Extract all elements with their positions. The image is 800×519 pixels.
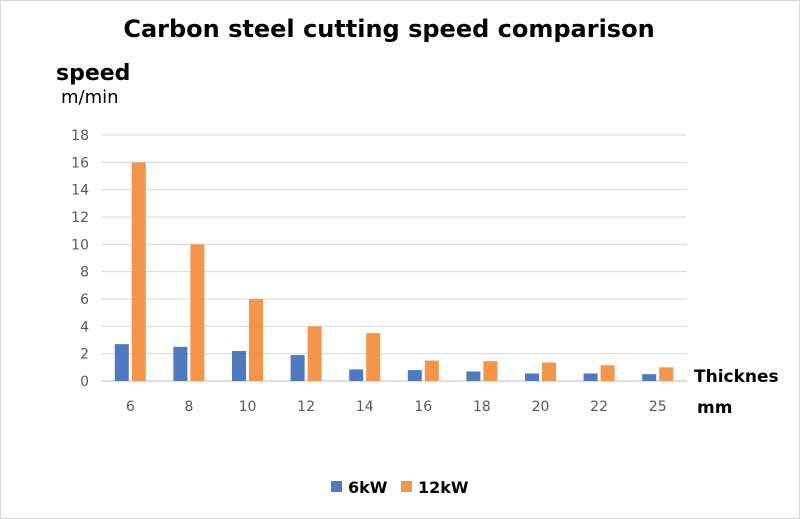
bar-6kW-18 — [466, 371, 481, 381]
y-tick-label: 6 — [80, 292, 89, 308]
y-tick-label: 8 — [80, 265, 89, 281]
x-tick-label: 22 — [590, 399, 608, 415]
bar-12kW-16 — [424, 360, 439, 381]
bar-12kW-20 — [542, 362, 556, 381]
y-tick-label: 16 — [71, 155, 89, 171]
x-tick-label: 6 — [126, 399, 135, 415]
y-tick-label: 18 — [71, 128, 89, 144]
bar-6kW-16 — [407, 370, 422, 381]
bar-6kW-10 — [232, 350, 246, 381]
bar-6kW-12 — [290, 355, 305, 381]
gridlines — [101, 134, 687, 382]
bar-12kW-14 — [366, 333, 381, 381]
x-tick-label: 14 — [356, 399, 374, 415]
bar-6kW-25 — [642, 374, 657, 381]
y-tick-labels: 0 2 4 6 8 10 12 14 16 18 — [71, 128, 89, 390]
x-tick-label: 18 — [473, 399, 491, 415]
y-tick-label: 14 — [71, 183, 89, 199]
legend-label: 6kW — [348, 478, 388, 497]
bar-12kW-10 — [249, 299, 263, 381]
bar-6kW-14 — [349, 369, 364, 381]
bar-12kW-18 — [483, 361, 498, 381]
x-tick-labels: 6 8 10 12 14 16 18 20 22 25 — [126, 399, 667, 415]
bars — [114, 162, 674, 381]
y-tick-label: 0 — [80, 374, 89, 390]
bar-12kW-12 — [307, 326, 322, 381]
y-axis-unit: m/min — [61, 87, 119, 108]
x-axis-unit: mm — [697, 398, 732, 418]
x-tick-label: 25 — [649, 399, 667, 415]
x-tick-label: 20 — [532, 399, 550, 415]
bar-6kW-20 — [525, 373, 539, 381]
y-axis-label: speed — [56, 61, 130, 86]
x-tick-label: 12 — [297, 399, 315, 415]
y-tick-label: 12 — [71, 210, 89, 226]
x-tick-label: 16 — [414, 399, 432, 415]
bar-12kW-22 — [600, 365, 615, 381]
bar-6kW-6 — [114, 344, 129, 381]
bar-12kW-8 — [190, 244, 205, 381]
legend-label: 12kW — [418, 478, 469, 497]
legend: 6kW 12kW — [331, 478, 469, 497]
legend-swatch-12kW — [401, 481, 412, 492]
bar-12kW-25 — [659, 367, 674, 381]
x-tick-label: 8 — [184, 399, 193, 415]
bar-6kW-8 — [173, 346, 188, 381]
y-tick-label: 2 — [80, 347, 89, 363]
bar-6kW-22 — [583, 373, 598, 381]
legend-swatch-6kW — [331, 481, 342, 492]
x-tick-label: 10 — [239, 399, 257, 415]
chart-title: Carbon steel cutting speed comparison — [123, 15, 654, 43]
y-tick-label: 4 — [80, 319, 89, 335]
x-axis-label: Thicknes — [694, 367, 779, 387]
y-tick-label: 10 — [71, 237, 89, 253]
bar-12kW-6 — [131, 162, 146, 381]
